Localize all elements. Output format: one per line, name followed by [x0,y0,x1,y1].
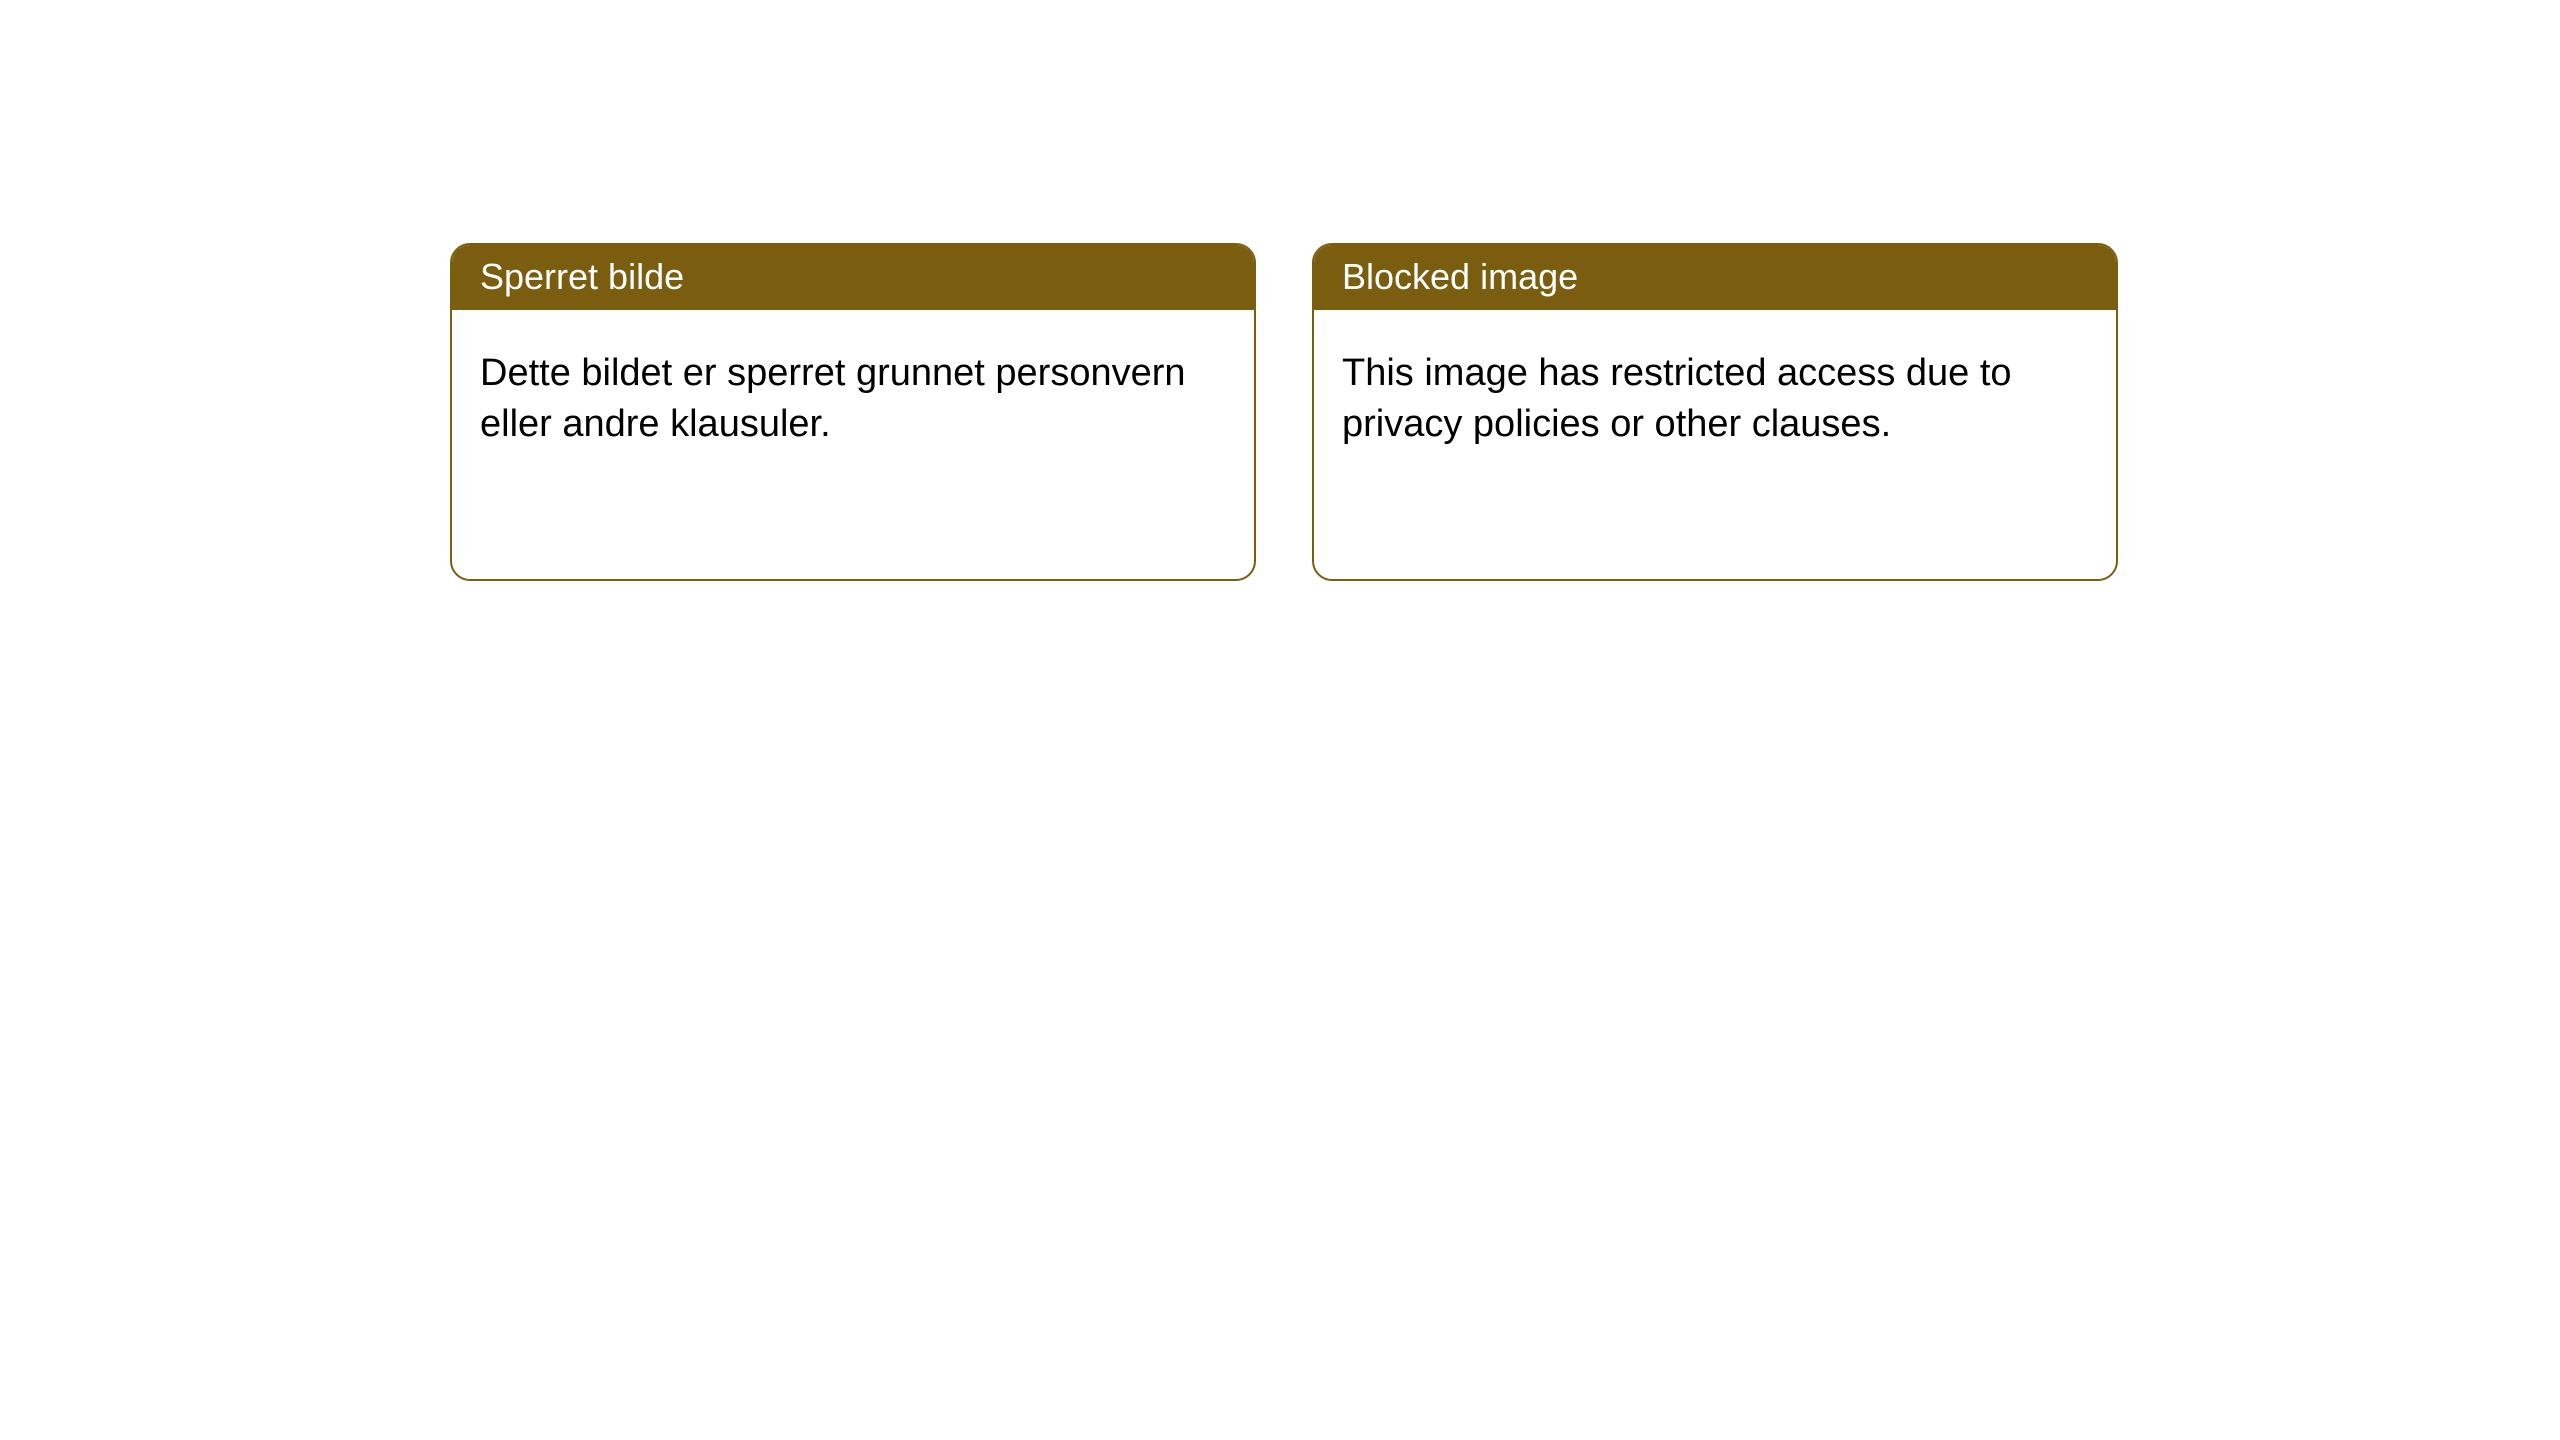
notice-title-norwegian: Sperret bilde [452,245,1254,310]
notice-container: Sperret bilde Dette bildet er sperret gr… [0,0,2560,581]
notice-card-english: Blocked image This image has restricted … [1312,243,2118,581]
notice-body-english: This image has restricted access due to … [1314,310,2116,479]
notice-title-english: Blocked image [1314,245,2116,310]
notice-body-norwegian: Dette bildet er sperret grunnet personve… [452,310,1254,479]
notice-card-norwegian: Sperret bilde Dette bildet er sperret gr… [450,243,1256,581]
